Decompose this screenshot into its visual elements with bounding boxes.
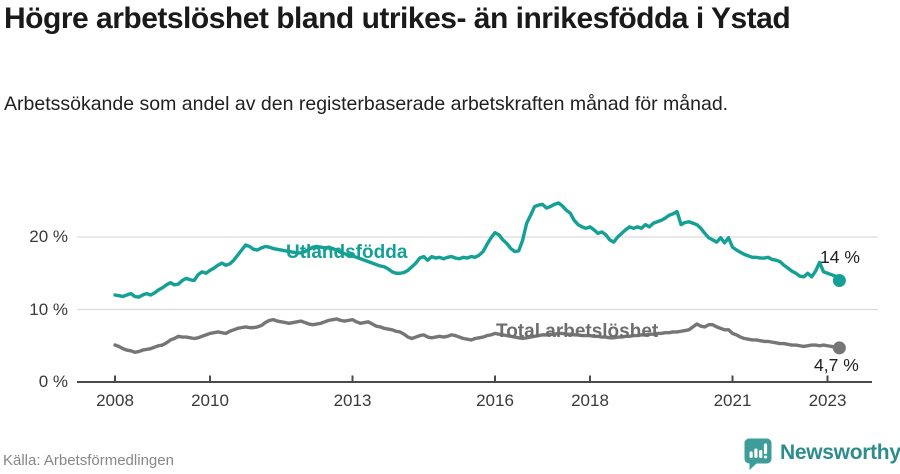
newsworthy-bubble-chart-icon xyxy=(744,438,772,470)
page-title: Högre arbetslöshet bland utrikes- än inr… xyxy=(4,2,791,35)
page-subtitle: Arbetssökande som andel av den registerb… xyxy=(4,93,729,115)
x-tick-label: 2023 xyxy=(808,391,847,410)
y-tick-label: 10 % xyxy=(29,299,68,319)
y-tick-label: 0 % xyxy=(38,372,68,391)
x-tick-label: 2010 xyxy=(191,391,229,410)
series-label-utlandsfodda: Utlandsfödda xyxy=(286,242,408,263)
y-tick-label: 20 % xyxy=(29,227,68,246)
newsworthy-wordmark: Newsworthy xyxy=(780,441,900,464)
source-note: Källa: Arbetsförmedlingen xyxy=(3,452,174,469)
x-tick-label: 2013 xyxy=(333,391,372,410)
x-tick-label: 2016 xyxy=(476,391,514,410)
newsworthy-logo[interactable]: Newsworthy xyxy=(744,437,900,474)
x-tick-label: 2018 xyxy=(571,391,609,410)
end-value-total-arbetsloshet: 4,7 % xyxy=(814,355,859,375)
x-tick-label: 2021 xyxy=(713,391,752,410)
series-label-total-arbetsloshet: Total arbetslöshet xyxy=(496,321,659,342)
x-tick-label: 2008 xyxy=(96,391,134,410)
end-value-utlandsfodda: 14 % xyxy=(820,247,860,267)
